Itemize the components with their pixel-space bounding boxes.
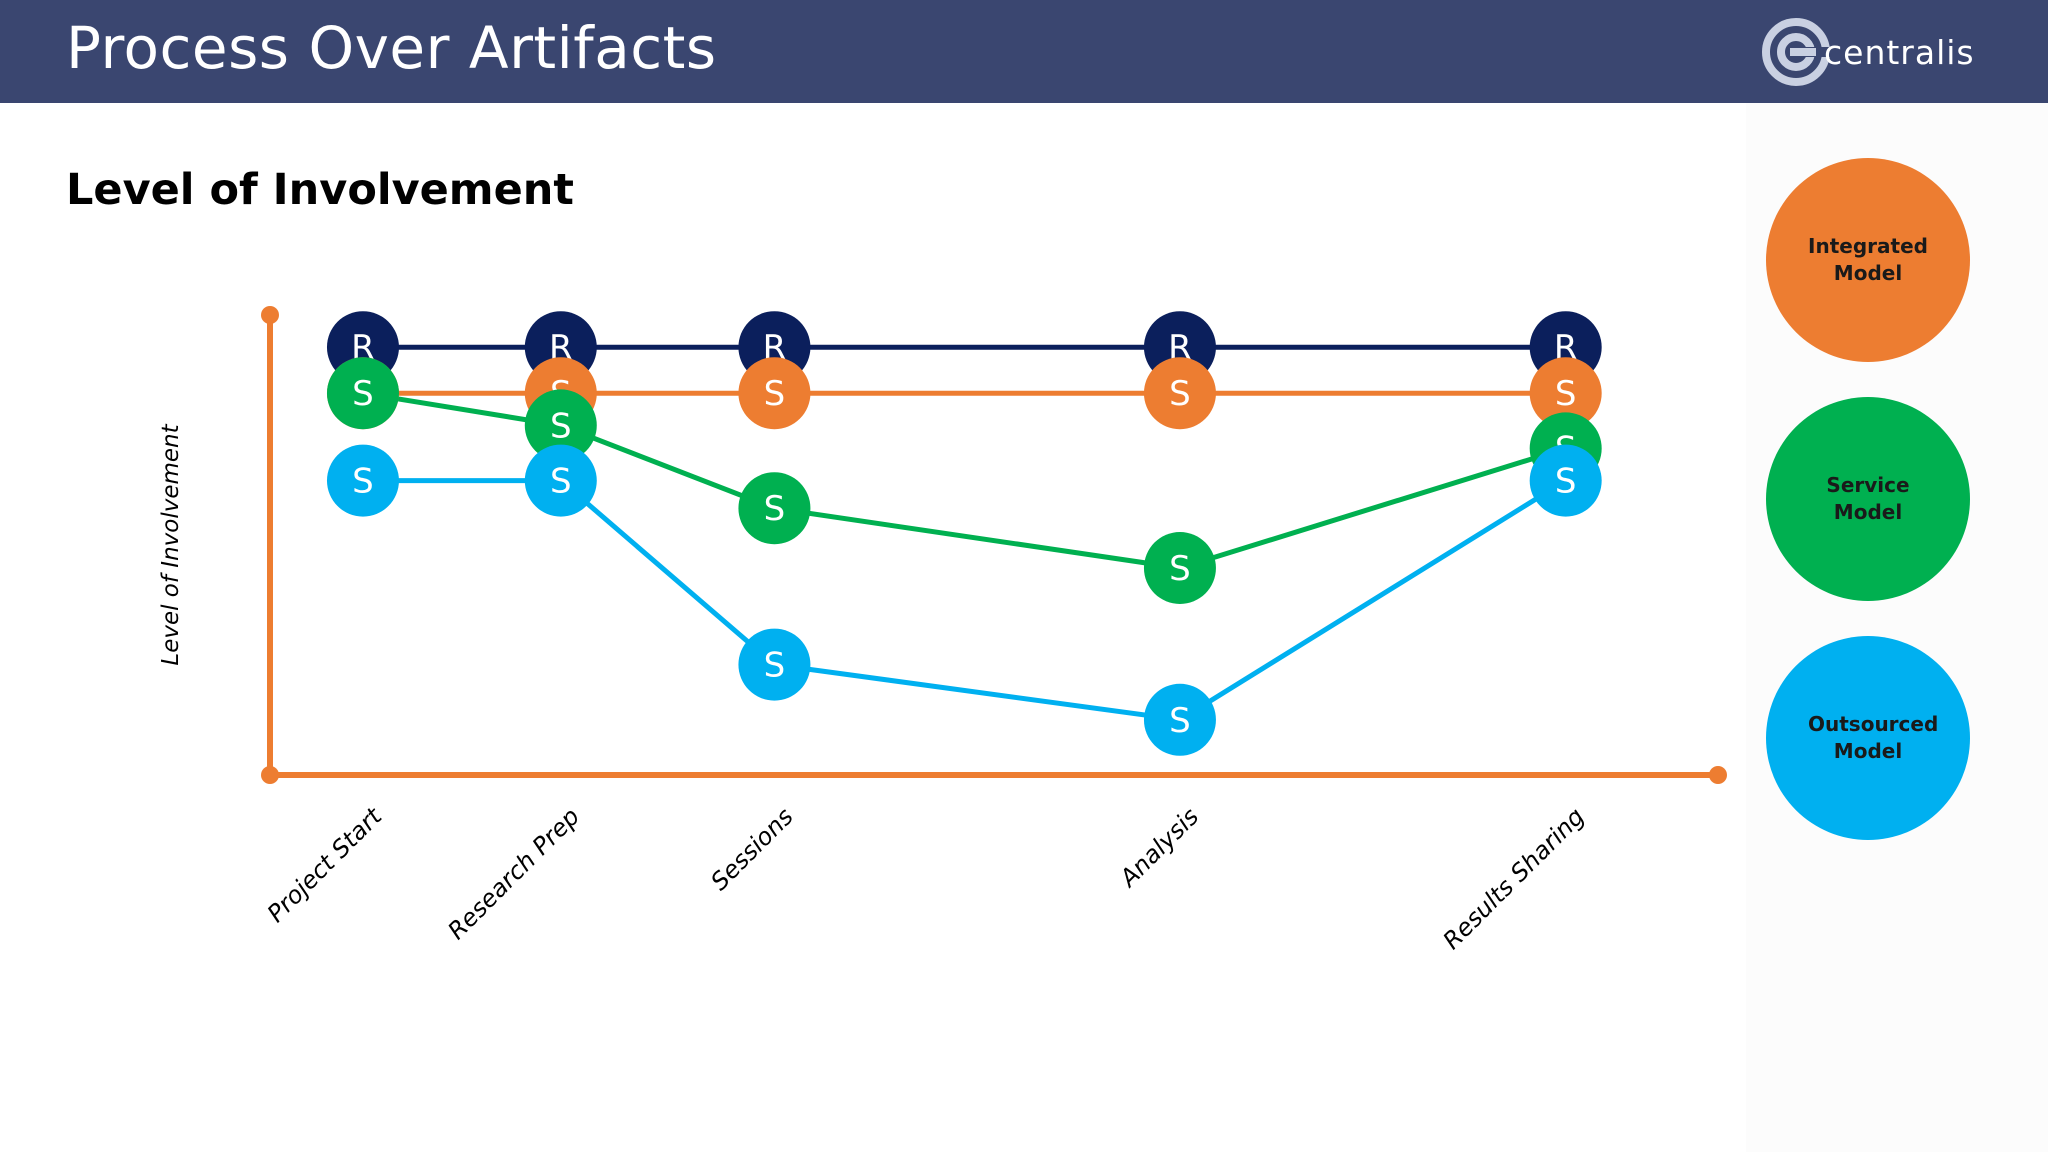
legend-outsourced-label: Outsourced Model xyxy=(1808,712,1939,763)
x-tick-label: Project Start xyxy=(262,801,389,928)
header-bar: Process Over Artifacts centralis xyxy=(0,0,2048,103)
data-point: S xyxy=(524,389,597,462)
point-label: S xyxy=(550,406,572,446)
legend-integrated-label: Integrated Model xyxy=(1808,234,1928,285)
point-label: S xyxy=(1169,374,1191,414)
data-point: S xyxy=(1529,444,1602,517)
data-point: S xyxy=(1143,683,1216,756)
legend-outsourced-model: Outsourced Model xyxy=(1766,636,1970,840)
legend-service-label: Service Model xyxy=(1826,473,1910,524)
point-marker xyxy=(326,357,399,430)
data-point: S xyxy=(524,444,597,517)
point-marker xyxy=(1143,683,1216,756)
point-marker xyxy=(326,444,399,517)
x-tick-label: Analysis xyxy=(1113,802,1204,893)
point-label: S xyxy=(352,374,374,414)
data-point: S xyxy=(1143,532,1216,604)
x-tick-label: Results Sharing xyxy=(1438,802,1590,954)
data-point: S xyxy=(738,472,811,545)
data-point: S xyxy=(1529,357,1602,430)
point-label: S xyxy=(1555,462,1577,502)
data-point: S xyxy=(738,357,811,430)
y-axis-label: Level of Involvement xyxy=(158,423,184,665)
point-marker xyxy=(738,628,811,701)
point-label: S xyxy=(1555,374,1577,414)
y-axis-end-dot xyxy=(261,306,279,324)
point-marker xyxy=(1143,532,1216,604)
legend-service-model: Service Model xyxy=(1766,397,1970,601)
point-label: S xyxy=(1169,549,1191,589)
data-point: S xyxy=(326,444,399,517)
legend-integrated-model: Integrated Model xyxy=(1766,158,1970,362)
point-label: S xyxy=(550,462,572,502)
point-label: S xyxy=(764,489,786,529)
data-point: S xyxy=(326,357,399,430)
point-marker xyxy=(738,357,811,430)
point-label: S xyxy=(1169,701,1191,741)
section-heading: Level of Involvement xyxy=(66,165,574,215)
point-label: S xyxy=(764,646,786,686)
slide-title: Process Over Artifacts xyxy=(66,14,717,82)
point-marker xyxy=(524,389,597,462)
point-marker xyxy=(738,472,811,545)
data-point: S xyxy=(1143,357,1216,430)
point-marker xyxy=(1529,357,1602,430)
x-axis-end-dot xyxy=(1709,766,1727,784)
point-marker xyxy=(1529,444,1602,517)
centralis-logo: centralis xyxy=(1760,16,1990,88)
point-marker xyxy=(1143,357,1216,430)
point-label: S xyxy=(764,374,786,414)
logo-mark-icon xyxy=(1762,18,1830,86)
point-label: S xyxy=(352,462,374,502)
axis-origin-dot xyxy=(261,766,279,784)
x-tick-label: Sessions xyxy=(705,802,798,895)
series-line xyxy=(362,478,1568,723)
point-marker xyxy=(524,444,597,517)
logo-text: centralis xyxy=(1824,33,1975,72)
x-tick-label: Research Prep xyxy=(442,802,585,945)
data-point: S xyxy=(738,628,811,701)
